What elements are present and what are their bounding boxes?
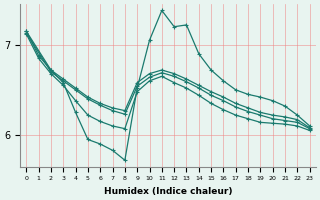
X-axis label: Humidex (Indice chaleur): Humidex (Indice chaleur): [104, 187, 232, 196]
